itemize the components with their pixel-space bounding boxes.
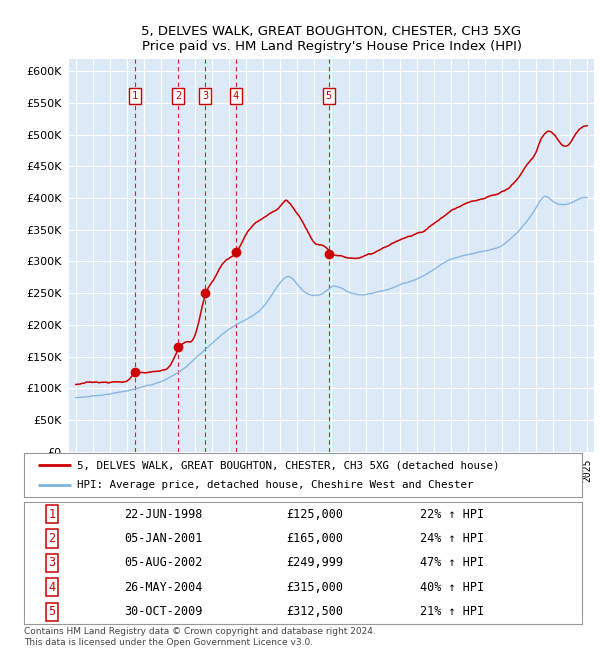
Text: 21% ↑ HPI: 21% ↑ HPI xyxy=(420,605,484,618)
Title: 5, DELVES WALK, GREAT BOUGHTON, CHESTER, CH3 5XG
Price paid vs. HM Land Registry: 5, DELVES WALK, GREAT BOUGHTON, CHESTER,… xyxy=(142,25,521,53)
Text: 2: 2 xyxy=(175,91,181,101)
Text: 40% ↑ HPI: 40% ↑ HPI xyxy=(420,581,484,594)
Text: 5: 5 xyxy=(49,605,55,618)
Text: 05-JAN-2001: 05-JAN-2001 xyxy=(124,532,203,545)
Text: 1: 1 xyxy=(132,91,138,101)
Text: £249,999: £249,999 xyxy=(286,556,343,569)
Text: £165,000: £165,000 xyxy=(286,532,343,545)
Text: 05-AUG-2002: 05-AUG-2002 xyxy=(124,556,203,569)
Text: Contains HM Land Registry data © Crown copyright and database right 2024.
This d: Contains HM Land Registry data © Crown c… xyxy=(24,627,376,647)
Text: HPI: Average price, detached house, Cheshire West and Chester: HPI: Average price, detached house, Ches… xyxy=(77,480,473,490)
Text: 30-OCT-2009: 30-OCT-2009 xyxy=(124,605,203,618)
Text: 4: 4 xyxy=(49,581,55,594)
Text: 24% ↑ HPI: 24% ↑ HPI xyxy=(420,532,484,545)
Text: £125,000: £125,000 xyxy=(286,508,343,521)
Text: 5: 5 xyxy=(325,91,332,101)
Text: 22% ↑ HPI: 22% ↑ HPI xyxy=(420,508,484,521)
Text: £315,000: £315,000 xyxy=(286,581,343,594)
Text: 4: 4 xyxy=(233,91,239,101)
Text: 3: 3 xyxy=(202,91,208,101)
Text: 2: 2 xyxy=(49,532,55,545)
Text: 26-MAY-2004: 26-MAY-2004 xyxy=(124,581,203,594)
Text: 3: 3 xyxy=(49,556,55,569)
Text: £312,500: £312,500 xyxy=(286,605,343,618)
Text: 47% ↑ HPI: 47% ↑ HPI xyxy=(420,556,484,569)
Text: 5, DELVES WALK, GREAT BOUGHTON, CHESTER, CH3 5XG (detached house): 5, DELVES WALK, GREAT BOUGHTON, CHESTER,… xyxy=(77,460,500,471)
Text: 1: 1 xyxy=(49,508,55,521)
Text: 22-JUN-1998: 22-JUN-1998 xyxy=(124,508,203,521)
